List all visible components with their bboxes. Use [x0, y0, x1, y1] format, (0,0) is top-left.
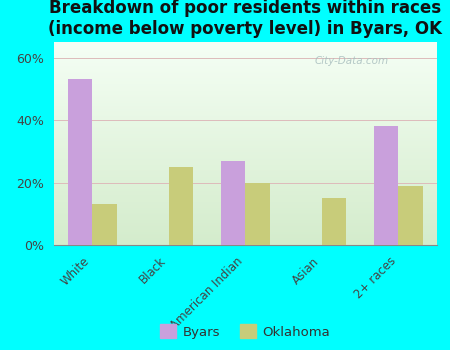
Bar	[398, 186, 423, 245]
Bar	[92, 204, 117, 245]
Text: City-Data.com: City-Data.com	[314, 56, 388, 66]
Bar	[68, 79, 92, 245]
Bar	[169, 167, 193, 245]
Bar	[374, 126, 398, 245]
Legend: Byars, Oklahoma: Byars, Oklahoma	[155, 319, 336, 344]
Bar	[322, 198, 346, 245]
Bar	[221, 161, 245, 245]
Title: Breakdown of poor residents within races
(income below poverty level) in Byars, : Breakdown of poor residents within races…	[48, 0, 442, 38]
Bar	[245, 183, 270, 245]
